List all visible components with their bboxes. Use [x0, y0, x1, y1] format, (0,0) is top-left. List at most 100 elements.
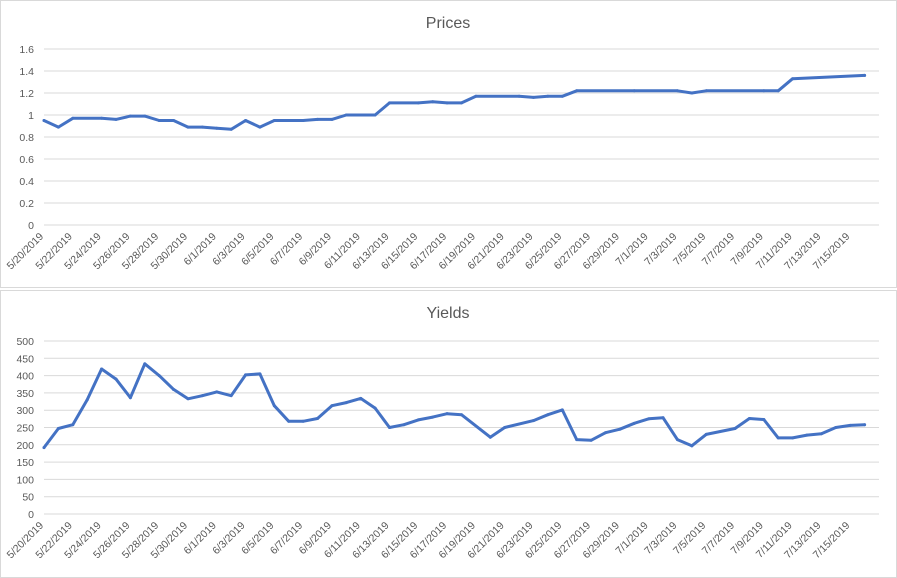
yields-data-point	[776, 436, 780, 440]
yields-data-point	[100, 367, 104, 371]
prices-data-point	[388, 101, 392, 105]
yields-x-axis: 5/20/20195/22/20195/24/20195/26/20195/28…	[5, 520, 853, 562]
yields-data-point	[747, 417, 751, 421]
prices-data-point	[531, 95, 535, 99]
prices-data-point	[690, 91, 694, 95]
prices-y-tick-label: 0.2	[19, 198, 34, 210]
prices-chart: Prices 0 0.2 0.4 0.6 0.8 1 1.2 1.4 1.6 5/20/2019 5…	[0, 0, 897, 288]
prices-data-point	[863, 73, 867, 77]
yields-data-point	[819, 432, 823, 436]
yields-data-point	[762, 418, 766, 422]
yields-data-point	[704, 432, 708, 436]
yields-data-point	[863, 423, 867, 427]
prices-data-point	[157, 119, 161, 122]
yields-data-point	[675, 438, 679, 442]
prices-data-point	[330, 117, 334, 121]
yields-data-point	[848, 423, 852, 427]
yields-data-point	[287, 419, 291, 423]
prices-data-point	[316, 117, 320, 121]
prices-data-point	[229, 127, 233, 131]
yields-data-point	[546, 413, 550, 417]
yields-data-point	[733, 427, 737, 431]
prices-data-point	[560, 94, 564, 98]
yields-data-point	[416, 418, 420, 422]
yields-data-point	[488, 435, 492, 439]
prices-y-axis: 0 0.2 0.4 0.6 0.8 1 1.2 1.4 1.6	[19, 44, 879, 232]
prices-data-point	[431, 100, 435, 104]
yields-data-point	[690, 444, 694, 448]
prices-data-point	[445, 101, 449, 105]
yields-y-tick-label: 50	[22, 492, 34, 504]
yields-data-point	[661, 416, 665, 420]
yields-y-tick-label: 250	[16, 423, 34, 435]
prices-data-point	[474, 94, 478, 98]
yields-data-point	[330, 404, 334, 408]
yields-series-line	[42, 362, 867, 450]
yields-data-point	[503, 426, 507, 429]
prices-data-point	[128, 114, 132, 118]
prices-data-point	[143, 114, 147, 118]
yields-data-point	[618, 427, 622, 431]
yields-data-point	[272, 404, 276, 408]
prices-y-tick-label: 1	[28, 110, 34, 122]
prices-data-point	[776, 89, 780, 93]
prices-data-point	[71, 116, 75, 120]
yields-data-point	[215, 390, 219, 394]
yields-data-points	[42, 362, 867, 450]
yields-data-point	[431, 415, 435, 419]
yields-data-point	[85, 398, 89, 402]
yields-data-point	[316, 417, 320, 421]
yields-y-tick-label: 200	[16, 440, 34, 452]
yields-data-point	[531, 419, 535, 423]
yields-data-point	[805, 433, 809, 437]
prices-data-point	[373, 113, 377, 117]
prices-y-tick-label: 1.4	[19, 66, 34, 78]
yields-data-point	[791, 436, 795, 440]
yields-chart: Yields 0 50 100 150 200 250 300 350 400 450 500 5/2…	[0, 290, 897, 578]
yields-data-point	[172, 387, 176, 391]
yields-data-point	[388, 426, 392, 429]
prices-data-point	[675, 89, 679, 93]
prices-y-tick-label: 0.6	[19, 154, 34, 166]
yields-y-tick-label: 450	[16, 353, 34, 365]
prices-y-tick-label: 0.8	[19, 132, 34, 144]
prices-data-point	[186, 125, 190, 129]
prices-data-point	[704, 89, 708, 93]
yields-data-point	[157, 374, 161, 378]
prices-data-point	[344, 113, 348, 117]
yields-data-point	[42, 446, 46, 450]
prices-y-tick-label: 0	[28, 220, 34, 232]
prices-data-point	[575, 89, 579, 93]
prices-data-point	[791, 77, 795, 81]
prices-data-point	[42, 119, 46, 122]
prices-data-point	[632, 89, 636, 93]
yields-data-point	[244, 373, 248, 377]
yields-data-point	[200, 394, 204, 398]
yields-data-point	[834, 426, 838, 429]
yields-data-point	[460, 413, 463, 417]
prices-y-tick-label: 1.2	[19, 88, 34, 100]
yields-data-point	[373, 406, 377, 410]
prices-data-point	[416, 101, 420, 105]
yields-data-point	[258, 372, 262, 376]
prices-data-point	[301, 119, 305, 122]
prices-data-points	[42, 73, 867, 131]
yields-data-point	[359, 396, 363, 400]
yields-data-point	[589, 438, 593, 442]
prices-data-point	[258, 125, 262, 129]
prices-data-point	[244, 119, 248, 122]
yields-data-point	[301, 419, 305, 423]
prices-data-point	[100, 116, 104, 120]
yields-data-point	[603, 431, 607, 435]
yields-data-point	[128, 396, 132, 400]
prices-y-tick-label: 0.4	[19, 176, 34, 188]
prices-data-point	[546, 94, 550, 98]
yields-y-tick-label: 500	[16, 336, 34, 348]
prices-series-line	[42, 73, 867, 131]
prices-x-axis: 5/20/20195/22/20195/24/20195/26/20195/28…	[5, 231, 853, 273]
prices-data-point	[460, 101, 463, 105]
yields-data-point	[647, 417, 651, 421]
prices-data-point	[762, 89, 766, 93]
yields-y-axis: 0 50 100 150 200 250 300 350 400 450 500	[16, 336, 879, 521]
yields-y-tick-label: 300	[16, 405, 34, 417]
